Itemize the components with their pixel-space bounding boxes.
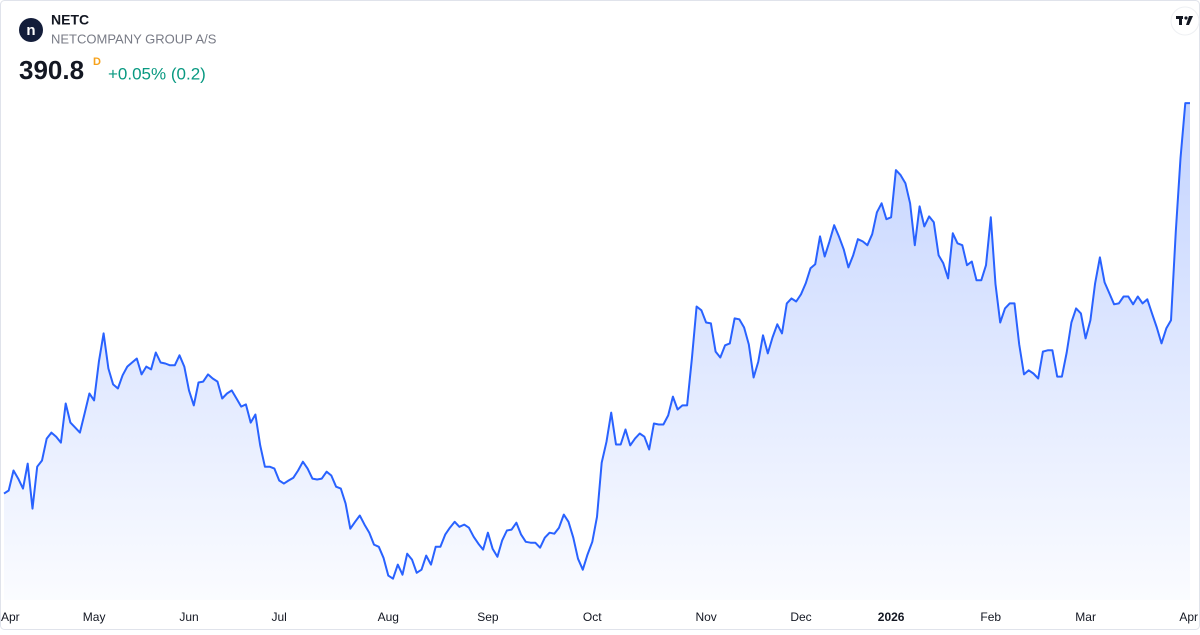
logo xyxy=(19,18,43,42)
interval: D xyxy=(93,56,101,68)
logo-letter: n xyxy=(26,22,35,39)
x-tick-label: Apr xyxy=(1179,610,1198,624)
plot: Apr May Jun Jul Aug Sep Oct Nov Dec 2026 Feb Mar Apr xyxy=(1,102,1198,624)
x-tick-label: Oct xyxy=(583,610,602,624)
area-fill xyxy=(4,103,1190,600)
tradingview-logo[interactable] xyxy=(1170,6,1200,36)
x-tick-label: Nov xyxy=(695,610,716,624)
price-line xyxy=(3,102,1190,580)
x-tick-label: 2026 xyxy=(878,610,905,624)
x-tick-label: Apr xyxy=(1,610,20,624)
x-tick-label: Jul xyxy=(271,610,286,624)
price: 390.8 xyxy=(19,55,84,85)
x-tick-label: Aug xyxy=(378,610,399,624)
x-tick-label: Feb xyxy=(980,610,1001,624)
symbol: NETC xyxy=(51,12,89,28)
x-tick-label: Sep xyxy=(477,610,499,624)
x-tick-label: Mar xyxy=(1075,610,1096,624)
company-name: NETCOMPANY GROUP A/S xyxy=(51,31,217,46)
x-tick-label: Jun xyxy=(179,610,198,624)
x-tick-label: Dec xyxy=(790,610,811,624)
change: +0.05% (0.2) xyxy=(108,64,206,83)
x-tick-label: May xyxy=(83,610,106,624)
